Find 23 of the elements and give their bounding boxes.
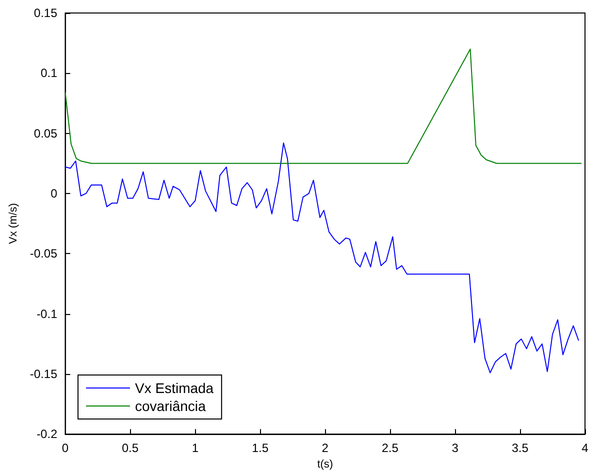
y-tick-label: -0.15 [30,366,58,381]
y-tick-label: -0.2 [36,427,58,442]
x-tick-label: 2 [322,441,329,456]
line-series [64,142,580,374]
legend-label: Vx Estimada [135,380,214,396]
x-tick-label: 0 [62,441,69,456]
y-tick-label: -0.1 [36,306,58,321]
x-tick-label: 0.5 [122,441,139,456]
y-axis-title: Vx (m/s) [8,203,20,244]
x-tick-label: 3.5 [512,441,529,456]
x-tick-label: 2.5 [382,441,399,456]
x-tick-label: 3 [452,441,459,456]
y-tick-label: 0.1 [40,66,58,80]
x-tick-label: 4 [582,441,589,456]
x-tick-label: 1 [192,441,199,456]
y-tick-label: 0 [50,186,58,200]
x-tick-label: 1.5 [252,441,269,456]
legend-label: covariância [135,398,206,414]
x-axis-title: t(s) [317,458,334,470]
y-tick-label: -0.05 [30,246,58,261]
line-series [64,48,582,164]
y-tick-label: 0.15 [34,6,58,20]
y-tick-label: 0.05 [34,126,58,140]
